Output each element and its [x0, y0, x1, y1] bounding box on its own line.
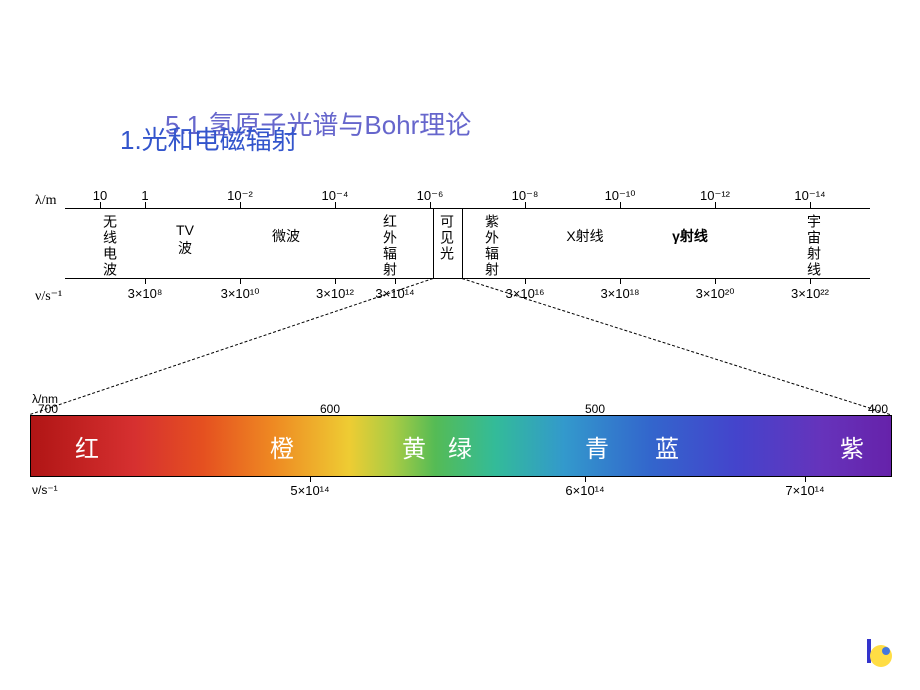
- frequency-tick: [145, 278, 146, 284]
- vis-frequency-label: 5×10¹⁴: [290, 483, 329, 498]
- color-label: 蓝: [655, 429, 679, 464]
- frequency-axis-label: ν/s⁻¹: [35, 288, 62, 305]
- frequency-tick-label: 3×10⁸: [128, 286, 163, 301]
- frequency-tick: [620, 278, 621, 284]
- wavelength-tick-label: 10⁻⁶: [417, 188, 444, 204]
- color-label: 青: [585, 429, 609, 464]
- frequency-tick-label: 3×10¹⁴: [375, 286, 414, 301]
- wavelength-tick-label: 10⁻¹²: [700, 188, 730, 204]
- wavelength-tick-label: 10⁻²: [227, 188, 253, 204]
- vis-frequency-tick: [805, 476, 806, 482]
- visible-spectrum-diagram: λ/nm ν/s⁻¹ 700600500400 红橙黄绿青蓝紫 5×10¹⁴6×…: [30, 390, 890, 520]
- frequency-tick: [525, 278, 526, 284]
- wavelength-tick-label: 10: [93, 188, 107, 203]
- band-label: 宇宙射线: [804, 214, 824, 278]
- vis-wavelength-label: 400: [868, 402, 888, 416]
- page-subtitle: 1.光和电磁辐射: [120, 120, 298, 157]
- wavelength-tick-label: 10⁻¹⁴: [794, 188, 825, 204]
- band-label: 红外辐射: [380, 214, 400, 278]
- color-label: 橙: [270, 429, 294, 464]
- frequency-tick: [395, 278, 396, 284]
- wavelength-tick-label: 10⁻⁸: [512, 188, 539, 204]
- frequency-tick-label: 3×10¹⁰: [221, 286, 260, 302]
- top-axis: [65, 208, 870, 209]
- band-label: 微波: [272, 226, 300, 246]
- vis-wavelength-label: 600: [320, 402, 340, 416]
- visible-right-line: [462, 208, 463, 278]
- band-label: X射线: [566, 226, 603, 246]
- vis-frequency-label: ν/s⁻¹: [32, 483, 58, 497]
- band-label: 可见光: [437, 214, 457, 262]
- visible-left-line: [433, 208, 434, 278]
- color-label: 绿: [448, 429, 472, 464]
- frequency-tick: [810, 278, 811, 284]
- vis-frequency-tick: [585, 476, 586, 482]
- frequency-tick-label: 3×10¹²: [316, 286, 354, 301]
- frequency-tick-label: 3×10²⁰: [696, 286, 735, 302]
- vis-wavelength-label: 500: [585, 402, 605, 416]
- frequency-tick-label: 3×10¹⁸: [600, 286, 639, 301]
- wavelength-tick-label: 10⁻¹⁰: [605, 188, 636, 204]
- color-label: 紫: [840, 429, 864, 464]
- color-label: 黄: [402, 429, 426, 464]
- frequency-tick-label: 3×10²²: [791, 286, 829, 301]
- frequency-tick: [240, 278, 241, 284]
- band-label: 紫外辐射: [482, 214, 502, 278]
- frequency-tick: [335, 278, 336, 284]
- band-label: γ射线: [672, 226, 708, 246]
- vis-frequency-tick: [310, 476, 311, 482]
- logo-icon: [865, 637, 895, 672]
- frequency-tick: [715, 278, 716, 284]
- band-label: TV波: [176, 222, 194, 258]
- vis-frequency-label: 6×10¹⁴: [565, 483, 604, 498]
- wavelength-tick-label: 10⁻⁴: [322, 188, 349, 204]
- vis-wavelength-label: 700: [38, 402, 58, 416]
- color-label: 红: [75, 429, 99, 464]
- em-spectrum-diagram: λ/m ν/s⁻¹ 10110⁻²10⁻⁴10⁻⁶10⁻⁸10⁻¹⁰10⁻¹²1…: [30, 208, 890, 308]
- band-label: 无线电波: [100, 214, 120, 278]
- wavelength-tick-label: 1: [141, 188, 148, 203]
- wavelength-axis-label: λ/m: [35, 193, 57, 209]
- vis-frequency-label: 7×10¹⁴: [785, 483, 824, 498]
